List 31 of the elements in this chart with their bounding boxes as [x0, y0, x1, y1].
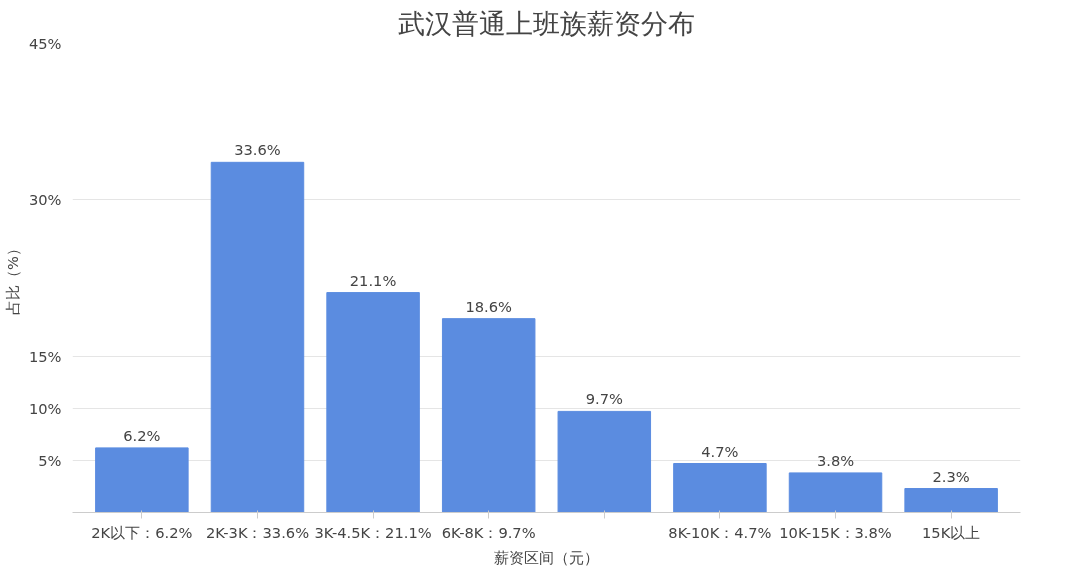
data-label: 2.3%: [932, 467, 970, 485]
y-tick-label: 45%: [28, 35, 62, 52]
y-axis-title: 占比（%）: [3, 241, 21, 315]
data-label: 18.6%: [465, 297, 513, 315]
x-tick-label: 3K-4.5K：21.1%: [314, 523, 432, 541]
data-label: 33.6%: [234, 141, 281, 159]
x-tick-label: 2K以下：6.2%: [91, 523, 193, 541]
y-tick-label: 30%: [28, 191, 62, 209]
data-label: 21.1%: [349, 271, 397, 289]
bar: [557, 410, 652, 513]
x-axis-title: 薪资区间（元）: [494, 548, 599, 566]
x-tick-label: 15K以上: [922, 523, 981, 541]
x-tick-label: 6K-8K：9.7%: [441, 523, 536, 541]
bar: [788, 472, 883, 513]
x-tick-label: 8K-10K：4.7%: [668, 523, 772, 541]
data-label: 6.2%: [123, 426, 161, 444]
chart-title: 武汉普通上班族薪资分布: [398, 7, 695, 39]
bar: [95, 447, 189, 513]
bar: [904, 488, 998, 513]
y-tick-label: 10%: [28, 399, 62, 417]
data-label: 3.8%: [816, 451, 855, 469]
y-tick-label: 5%: [38, 451, 62, 469]
x-tick-label: 10K-15K：3.8%: [779, 523, 892, 541]
y-tick-label: 15%: [28, 347, 62, 365]
x-tick-label: 2K-3K：33.6%: [205, 523, 310, 541]
data-label: 9.7%: [585, 390, 623, 408]
bar: [326, 292, 420, 513]
bar: [210, 161, 305, 513]
bar: [673, 463, 767, 513]
data-label: 4.7%: [701, 442, 739, 460]
bar: [441, 318, 536, 513]
